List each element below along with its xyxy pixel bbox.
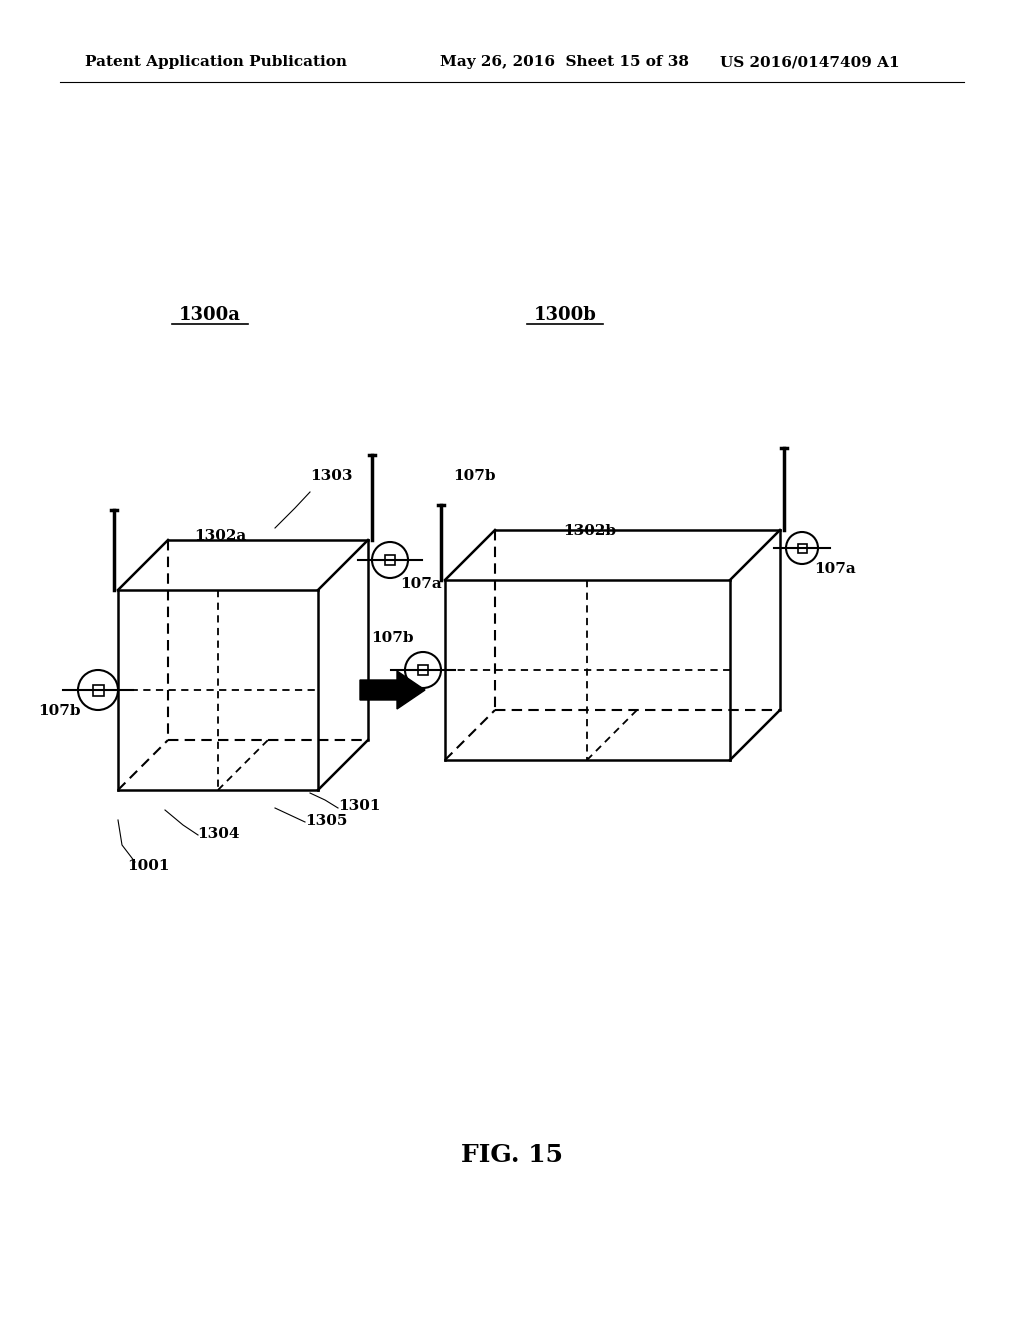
Text: FIG. 15: FIG. 15 [461,1143,563,1167]
Text: Patent Application Publication: Patent Application Publication [85,55,347,69]
Text: 107b: 107b [371,631,414,645]
Text: 1302b: 1302b [563,524,616,539]
Text: 1301: 1301 [338,799,381,813]
Bar [385,554,395,565]
Bar [93,685,104,696]
Text: 107a: 107a [400,577,441,591]
Text: May 26, 2016  Sheet 15 of 38: May 26, 2016 Sheet 15 of 38 [440,55,689,69]
Text: US 2016/0147409 A1: US 2016/0147409 A1 [720,55,900,69]
Text: 1300a: 1300a [179,306,241,323]
Text: 107b: 107b [453,469,496,483]
Text: 1302a: 1302a [194,529,246,543]
Text: 1303: 1303 [310,469,352,483]
FancyArrow shape [360,671,425,709]
Text: 1304: 1304 [197,828,240,841]
Text: 1001: 1001 [127,859,169,873]
Text: 107a: 107a [814,562,856,576]
Text: 107b: 107b [38,704,81,718]
Text: 1305: 1305 [305,814,347,828]
Text: 1300b: 1300b [534,306,596,323]
Bar [418,665,428,675]
Bar [798,544,807,553]
